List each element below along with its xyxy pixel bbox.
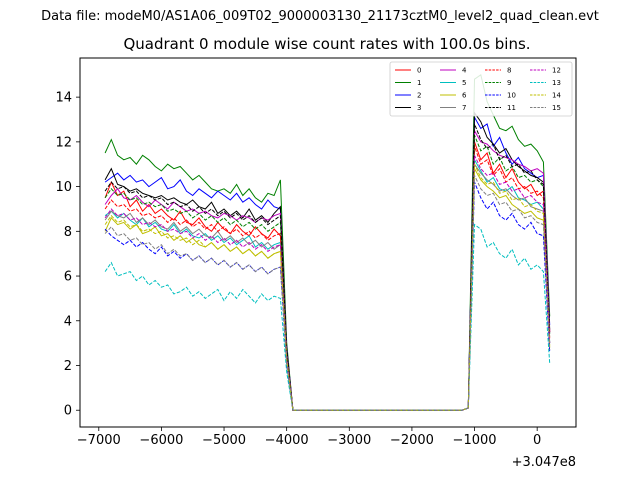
x-tick-label: −7000 xyxy=(77,433,121,448)
series-line-10 xyxy=(104,181,551,411)
x-tick-label: −5000 xyxy=(202,433,246,448)
series-line-1 xyxy=(104,73,551,411)
legend-label-7: 7 xyxy=(462,104,466,112)
series-line-12 xyxy=(104,155,551,411)
series-line-14 xyxy=(104,163,551,411)
x-tick-label: −4000 xyxy=(265,433,309,448)
x-axis: −7000 −6000 −5000 −4000 −3000 −2000 −1000 0 xyxy=(77,427,541,448)
series-line-5 xyxy=(104,157,551,411)
legend-label-14: 14 xyxy=(552,92,561,100)
y-tick-label: 2 xyxy=(64,359,72,374)
series-line-4 xyxy=(104,128,551,411)
x-axis-offset: +3.047e8 xyxy=(512,455,576,470)
series-layer xyxy=(104,73,551,411)
legend-label-15: 15 xyxy=(552,104,561,112)
legend-label-13: 13 xyxy=(552,79,561,87)
legend-label-12: 12 xyxy=(552,67,561,75)
legend-label-4: 4 xyxy=(462,67,467,75)
legend-label-1: 1 xyxy=(417,79,421,87)
x-tick-label: 0 xyxy=(533,433,541,448)
x-tick-label: −6000 xyxy=(139,433,183,448)
y-tick-label: 4 xyxy=(64,314,72,329)
legend-label-6: 6 xyxy=(462,92,467,100)
chart-suptitle: Data file: modeM0/AS1A06_009T02_90000031… xyxy=(41,9,599,24)
legend-label-0: 0 xyxy=(417,67,421,75)
series-line-8 xyxy=(104,146,551,411)
chart-title: Quadrant 0 module wise count rates with … xyxy=(123,35,530,53)
series-line-2 xyxy=(104,115,551,411)
legend-frame xyxy=(389,61,573,117)
series-line-9 xyxy=(104,135,551,411)
plot-frame xyxy=(79,57,577,428)
legend-label-8: 8 xyxy=(507,67,511,75)
legend-label-11: 11 xyxy=(507,104,516,112)
y-tick-label: 8 xyxy=(64,225,72,240)
y-tick-label: 6 xyxy=(64,270,72,285)
x-tick-label: −2000 xyxy=(390,433,434,448)
y-tick-label: 0 xyxy=(64,404,72,419)
y-tick-label: 14 xyxy=(55,91,72,106)
legend-label-2: 2 xyxy=(417,92,421,100)
legend-label-3: 3 xyxy=(417,104,421,112)
x-tick-label: −3000 xyxy=(327,433,371,448)
legend-label-9: 9 xyxy=(507,79,511,87)
y-axis: 0 2 4 6 8 10 12 14 xyxy=(55,91,80,419)
series-line-15 xyxy=(104,175,551,411)
y-tick-label: 12 xyxy=(55,135,72,150)
x-tick-label: −1000 xyxy=(453,433,497,448)
legend-label-10: 10 xyxy=(507,92,516,100)
legend-label-5: 5 xyxy=(462,79,466,87)
y-tick-label: 10 xyxy=(55,180,72,195)
